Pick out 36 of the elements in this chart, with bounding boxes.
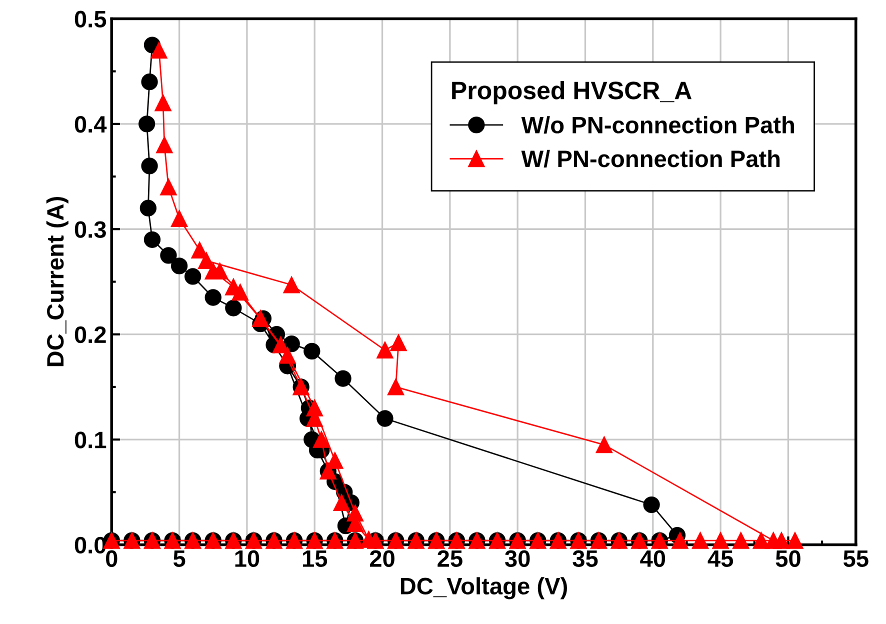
legend-label: W/ PN-connection Path (521, 150, 780, 168)
legend-title: Proposed HVSCR_A (452, 80, 692, 104)
x-tick-label: 0 (106, 550, 118, 567)
y-axis-title: DC_Current (A) (46, 196, 68, 366)
point (141, 74, 158, 90)
x-tick-label: 20 (370, 550, 394, 567)
y-tick-label: 0.3 (74, 221, 106, 238)
x-tick-label: 40 (640, 550, 666, 567)
x-tick-label: 50 (776, 550, 800, 567)
point (376, 410, 394, 427)
point (184, 268, 202, 285)
x-tick-label: 55 (843, 550, 868, 567)
point (170, 258, 188, 274)
point (160, 247, 177, 264)
y-tick-label: 0.1 (74, 432, 106, 448)
y-tick-label: 0.4 (74, 116, 107, 133)
x-tick-label: 35 (572, 550, 598, 567)
x-tick-label: 25 (438, 550, 462, 567)
point (144, 231, 161, 248)
x-tick-label: 10 (235, 550, 260, 567)
point (141, 158, 158, 174)
point (138, 116, 156, 132)
point (204, 289, 222, 306)
x-tick-label: 30 (504, 550, 530, 567)
point (334, 370, 352, 387)
x-axis-title: DC_Voltage (V) (400, 577, 567, 600)
point (140, 200, 157, 216)
point (225, 300, 242, 316)
x-tick-label: 15 (302, 550, 328, 567)
y-tick-label: 0.5 (74, 10, 106, 28)
x-tick-label: 45 (708, 550, 734, 567)
point (643, 496, 660, 514)
point (304, 342, 320, 360)
legend-label: W/o PN-connection Path (521, 116, 794, 134)
y-tick-label: 0.2 (74, 326, 106, 344)
x-tick-label: 5 (173, 550, 186, 567)
